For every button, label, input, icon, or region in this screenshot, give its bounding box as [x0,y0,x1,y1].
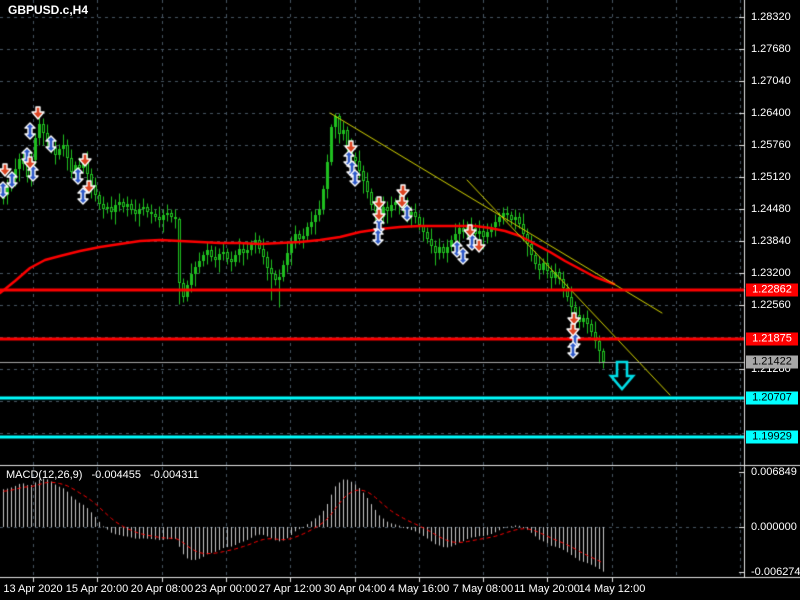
price-line-badge: 1.21422 [746,355,798,369]
time-tick-label: 20 Apr 08:00 [130,583,194,595]
macd-value-signal: -0.004311 [150,469,199,481]
time-tick-label: 30 Apr 04:00 [323,583,387,595]
price-line-badge: 1.22862 [746,283,798,297]
time-tick-label: 4 May 16:00 [388,583,450,595]
time-tick-label: 15 Apr 20:00 [65,583,129,595]
price-line-badge: 1.20707 [746,391,798,405]
time-tick-label: 27 Apr 12:00 [258,583,322,595]
price-tick-label: 1.25120 [751,171,791,183]
price-tick-label: 1.23200 [751,267,791,279]
macd-name: MACD(12,26,9) [6,469,83,481]
price-tick-label: 1.27040 [751,75,791,87]
price-axis[interactable]: 1.28320 1.27680 1.27040 1.26400 1.25760 1.251… [744,0,800,578]
macd-tick-label: 0.000000 [751,521,797,533]
symbol-title: GBPUSD.c,H4 [8,3,89,17]
price-line-badge: 1.19929 [746,430,798,444]
time-tick-label: 14 May 12:00 [578,583,646,595]
macd-value-main: -0.004455 [91,469,142,481]
price-tick-label: 1.25760 [751,139,791,151]
price-tick-label: 1.22560 [751,299,791,311]
macd-tick-label: 0.006849 [751,466,797,478]
price-tick-label: 1.27680 [751,43,791,55]
price-tick-label: 1.26400 [751,107,791,119]
price-tick-label: 1.23840 [751,235,791,247]
price-tick-label: 1.28320 [751,11,791,23]
time-tick-label: 13 Apr 2020 [3,583,63,595]
macd-indicator-label: MACD(12,26,9) -0.004455 -0.004311 [6,469,205,481]
time-tick-label: 23 Apr 00:00 [194,583,258,595]
macd-tick-label: -0.006274 [751,566,800,578]
time-tick-label: 7 May 08:00 [452,583,514,595]
time-tick-label: 11 May 20:00 [514,583,580,595]
time-axis[interactable]: 13 Apr 2020 15 Apr 20:00 20 Apr 08:00 23 Ap… [0,577,800,600]
price-tick-label: 1.24480 [751,203,791,215]
price-line-badge: 1.21875 [746,332,798,346]
